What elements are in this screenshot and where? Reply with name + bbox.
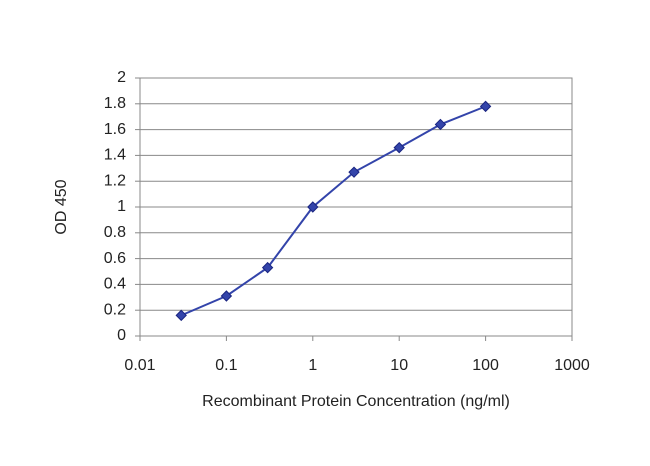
y-tick-label: 1.8 (104, 95, 126, 112)
data-point (434, 118, 447, 131)
y-axis-label: OD 450 (53, 179, 70, 234)
y-tick-label: 0 (117, 327, 126, 344)
y-tick-label: 0.4 (104, 276, 126, 293)
x-axis-label: Recombinant Protein Concentration (ng/ml… (202, 393, 510, 410)
data-point (220, 290, 233, 302)
data-point (175, 309, 187, 322)
y-tick-label: 1.2 (104, 172, 126, 189)
y-tick-label: 1.6 (104, 121, 126, 138)
x-tick-label: 1000 (554, 357, 590, 374)
y-tick-label: 0.6 (104, 250, 126, 267)
x-tick-label: 0.01 (124, 357, 155, 374)
x-tick-label: 100 (472, 357, 499, 374)
data-point (307, 201, 319, 213)
x-tick-label: 1 (308, 357, 317, 374)
y-tick-label: 1 (117, 198, 126, 215)
data-point (393, 141, 405, 154)
y-tick-label: 0.8 (104, 224, 126, 241)
data-line (180, 105, 486, 317)
data-point (479, 100, 492, 113)
y-tick-label: 1.4 (104, 147, 126, 164)
data-point (348, 166, 360, 178)
y-tick-label: 0.2 (104, 301, 126, 318)
data-point (261, 261, 274, 274)
x-tick-label: 0.1 (215, 357, 237, 374)
x-tick-label: 10 (390, 357, 408, 374)
y-tick-label: 2 (117, 69, 126, 86)
